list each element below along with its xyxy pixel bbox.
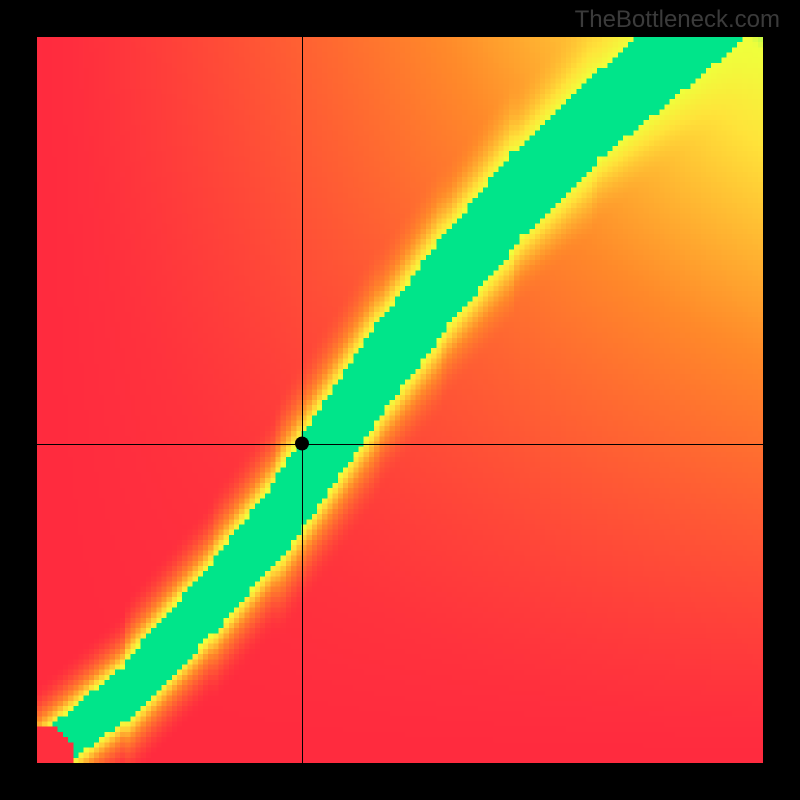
crosshair-overlay <box>37 37 763 763</box>
watermark-text: TheBottleneck.com <box>575 6 780 34</box>
chart-container: { "watermark": { "text": "TheBottleneck.… <box>0 0 800 800</box>
